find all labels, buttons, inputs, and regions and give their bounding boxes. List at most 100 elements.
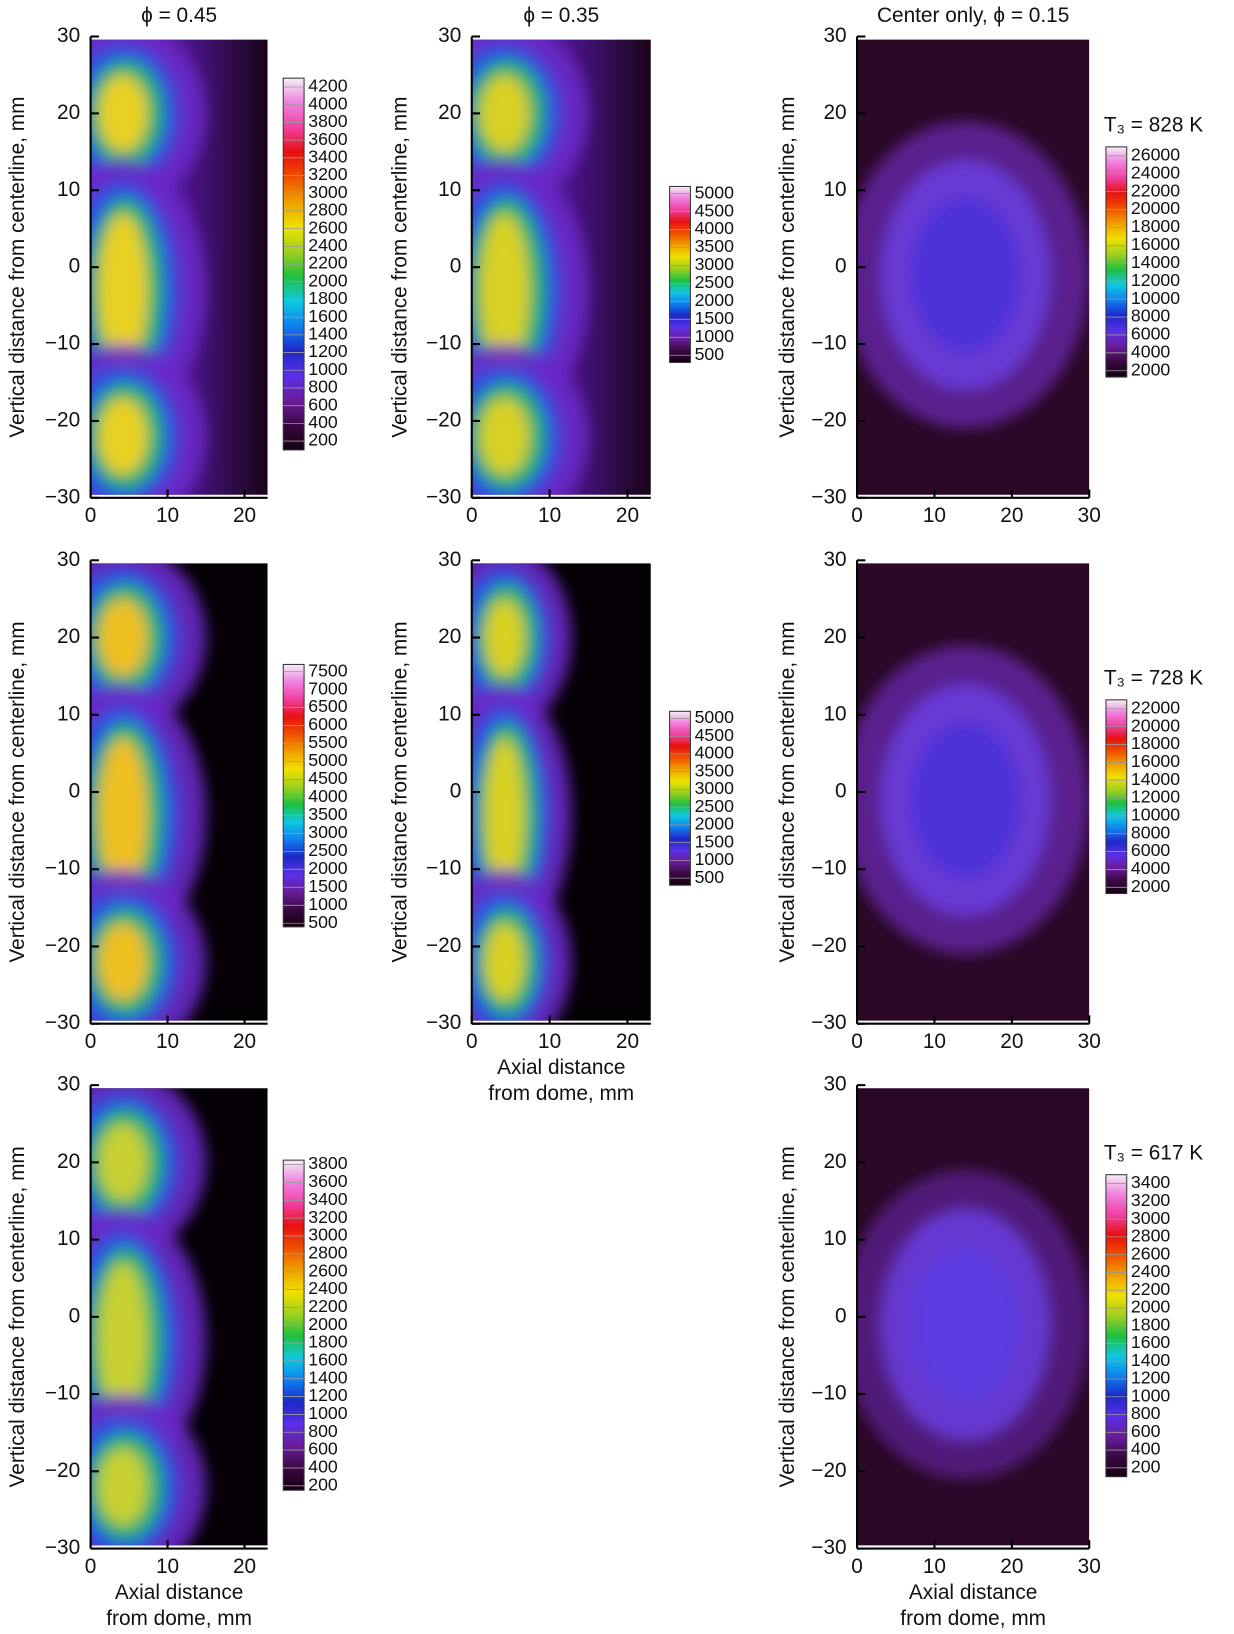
colorbar-tick-label: 2000 (308, 270, 348, 290)
colorbar-tick-label: 3000 (308, 182, 348, 202)
colorbar-tick-label: 3500 (695, 760, 735, 780)
y-tick-label: 10 (438, 702, 461, 725)
colorbar-label: T₃ = 828 K (1104, 114, 1203, 137)
colorbar-tick-label: 200 (308, 1474, 338, 1494)
y-tick-label: 30 (57, 548, 80, 571)
x-tick-label: 0 (85, 1030, 97, 1053)
colorbar-tick-label: 500 (695, 867, 725, 887)
image-blob (98, 1262, 148, 1418)
colorbar-label: T₃ = 617 K (1104, 1141, 1203, 1164)
x-tick-label: 0 (466, 1030, 478, 1053)
colorbar-tick-label: 2400 (1131, 1261, 1171, 1281)
image-blob (98, 74, 148, 152)
y-tick-label: −10 (811, 857, 846, 880)
y-tick-label: 0 (69, 780, 81, 803)
image-blob (98, 1448, 148, 1526)
colorbar-tick-label: 12000 (1131, 270, 1180, 290)
colorbar-tick-label: 2200 (308, 1296, 348, 1316)
image-blobs (90, 39, 207, 495)
colorbar-tick-label: 2200 (308, 253, 348, 273)
colorbar (1105, 699, 1128, 895)
colorbar (282, 663, 305, 928)
image-blob (98, 1123, 148, 1201)
colorbar-tick-label: 14000 (1131, 769, 1180, 789)
y-tick-label: −10 (811, 1382, 846, 1405)
y-tick-label: −30 (811, 1536, 846, 1559)
colorbar-tick-label: 1500 (308, 876, 348, 896)
colorbar-tick-label: 1000 (1131, 1385, 1171, 1405)
y-tick-label: 30 (823, 548, 846, 571)
x-tick-label: 10 (538, 1030, 561, 1053)
image-blob (479, 213, 530, 368)
image-blobs (471, 39, 589, 495)
y-tick-label: −30 (811, 1011, 846, 1034)
y-tick-label: 10 (57, 702, 80, 725)
x-tick-label: 0 (851, 1030, 863, 1053)
colorbar-tick-label: 1000 (308, 894, 348, 914)
y-tick-label: −10 (45, 857, 80, 880)
y-tick-label: −20 (426, 934, 461, 957)
colorbar-tick-label: 24000 (1131, 162, 1180, 182)
x-tick-label: 30 (1078, 1555, 1101, 1578)
colorbar-tick-label: 6000 (308, 714, 348, 734)
x-axis-label: Axial distance (909, 1581, 1037, 1604)
colorbar-tick-label: 1800 (308, 288, 348, 308)
y-tick-label: −30 (426, 1011, 461, 1034)
image-blobs (471, 563, 572, 1021)
y-tick-label: −20 (811, 1459, 846, 1482)
y-tick-label: 10 (57, 1227, 80, 1250)
colorbar-tick-label: 4000 (1131, 342, 1171, 362)
x-tick-label: 20 (1000, 504, 1023, 527)
x-tick-label: 20 (616, 504, 639, 527)
colorbar-tick-label: 4500 (695, 725, 735, 745)
colorbar-tick-label: 1600 (1131, 1332, 1171, 1352)
image-blob (484, 923, 525, 1001)
y-tick-label: 10 (438, 178, 461, 201)
image-field (471, 39, 651, 495)
x-axis-label: from dome, mm (488, 1082, 634, 1105)
colorbar-tick-label: 26000 (1131, 145, 1180, 165)
y-tick-label: −20 (45, 934, 80, 957)
colorbar-tick-label: 3200 (308, 164, 348, 184)
y-tick-label: −30 (45, 1011, 80, 1034)
panel-title: Center only, ϕ = 0.15 (877, 4, 1069, 27)
colorbar-tick-label: 20000 (1131, 198, 1180, 218)
colorbar-tick-label: 3600 (308, 1171, 348, 1191)
image-blob (484, 737, 525, 893)
y-axis-label: Vertical distance from centerline, mm (776, 621, 799, 962)
image-blob (98, 397, 148, 475)
x-tick-label: 20 (1000, 1030, 1023, 1053)
y-tick-label: −30 (426, 485, 461, 508)
colorbar-tick-label: 6500 (308, 696, 348, 716)
colorbar-tick-label: 6000 (1131, 324, 1171, 344)
colorbar-tick-label: 3500 (695, 236, 735, 256)
x-tick-label: 10 (538, 504, 561, 527)
y-tick-label: 10 (823, 178, 846, 201)
x-tick-label: 10 (156, 1555, 179, 1578)
colorbar-tick-label: 4000 (695, 743, 735, 763)
colorbar-tick-label: 3800 (308, 1153, 348, 1173)
x-tick-label: 30 (1078, 504, 1101, 527)
y-tick-label: 20 (438, 101, 461, 124)
colorbar-tick-label: 1500 (695, 308, 735, 328)
image-field (90, 1088, 268, 1546)
colorbar-tick-label: 2800 (308, 200, 348, 220)
colorbar-tick-label: 1600 (308, 1350, 348, 1370)
colorbar-tick-label: 2400 (308, 235, 348, 255)
colorbar-tick-label: 6000 (1131, 840, 1171, 860)
colorbar-tick-label: 1600 (308, 306, 348, 326)
y-tick-label: 0 (69, 1304, 81, 1327)
y-tick-label: −10 (426, 332, 461, 355)
colorbar-tick-label: 3400 (1131, 1172, 1171, 1192)
y-tick-label: 30 (57, 1073, 80, 1096)
colorbar-tick-label: 1800 (308, 1332, 348, 1352)
colorbar-tick-label: 200 (1131, 1456, 1161, 1476)
colorbar-tick-label: 2000 (308, 858, 348, 878)
colorbar-tick-label: 2500 (695, 272, 735, 292)
colorbar-tick-label: 2000 (695, 814, 735, 834)
colorbar-tick-label: 4000 (695, 218, 735, 238)
image-blob (911, 197, 1020, 352)
colorbar-tick-label: 2600 (1131, 1243, 1171, 1263)
